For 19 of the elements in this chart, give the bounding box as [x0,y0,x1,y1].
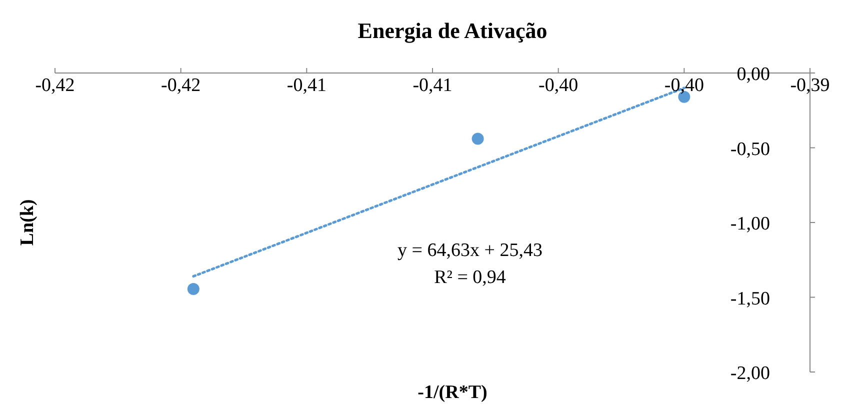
chart-title: Energia de Ativação [358,18,548,43]
y-tick-label: -0,50 [730,138,770,160]
y-tick-label: -1,00 [730,214,770,234]
y-tick-label: -1,50 [730,288,770,310]
x-tick-label: -0,39 [790,75,830,96]
point [472,132,484,145]
x-tick-label: -0,42 [35,75,75,96]
annotation: R² = 0,94 [434,267,506,288]
annotation: y = 64,63x + 25,43 [398,240,542,261]
x-tick-label: -0,40 [664,75,704,96]
y-tick-label: -2,00 [730,363,770,384]
x-axis-title: -1/(R*T) [418,382,488,403]
x-tick-label: -0,41 [412,75,452,96]
y-axis-title: Ln(k) [17,199,38,246]
point [187,283,200,296]
x-tick-label: -0,41 [286,75,326,96]
x-tick-label: -0,42 [161,75,201,96]
x-tick-label: -0,40 [538,75,578,96]
y-tick-label: 0,00 [736,64,770,85]
